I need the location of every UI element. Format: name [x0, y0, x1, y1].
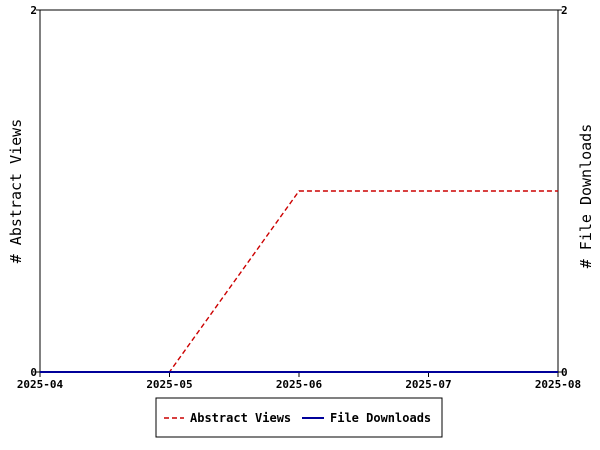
x-tick-label-2025-04: 2025-04 [17, 378, 64, 391]
x-tick-label-2025-05: 2025-05 [146, 378, 192, 391]
legend-label-abstract-views: Abstract Views [190, 411, 291, 425]
x-tick-label-2025-06: 2025-06 [276, 378, 323, 391]
y-right-tick-label-0: 0 [561, 366, 568, 379]
y-left-tick-label-0: 0 [30, 366, 37, 379]
legend-box [155, 397, 443, 438]
legend: Abstract Views File Downloads [155, 397, 443, 438]
series-line-abstract-views [40, 190, 558, 373]
y-axis-right-title: # File Downloads [577, 124, 595, 269]
y-axis-left-title: # Abstract Views [7, 119, 25, 264]
y-right-tick-label-2: 2 [561, 4, 568, 17]
y-axis-left-ticks: 02 [30, 4, 40, 379]
x-tick-label-2025-08: 2025-08 [535, 378, 581, 391]
x-axis-ticks: 2025-04 2025-05 2025-06 2025-07 2025-08 [17, 372, 581, 391]
series-layer [40, 190, 558, 373]
y-left-tick-label-2: 2 [30, 4, 37, 17]
x-tick-label-2025-07: 2025-07 [405, 378, 451, 391]
y-axis-right-ticks: 02 [558, 4, 568, 379]
legend-label-file-downloads: File Downloads [330, 411, 431, 425]
